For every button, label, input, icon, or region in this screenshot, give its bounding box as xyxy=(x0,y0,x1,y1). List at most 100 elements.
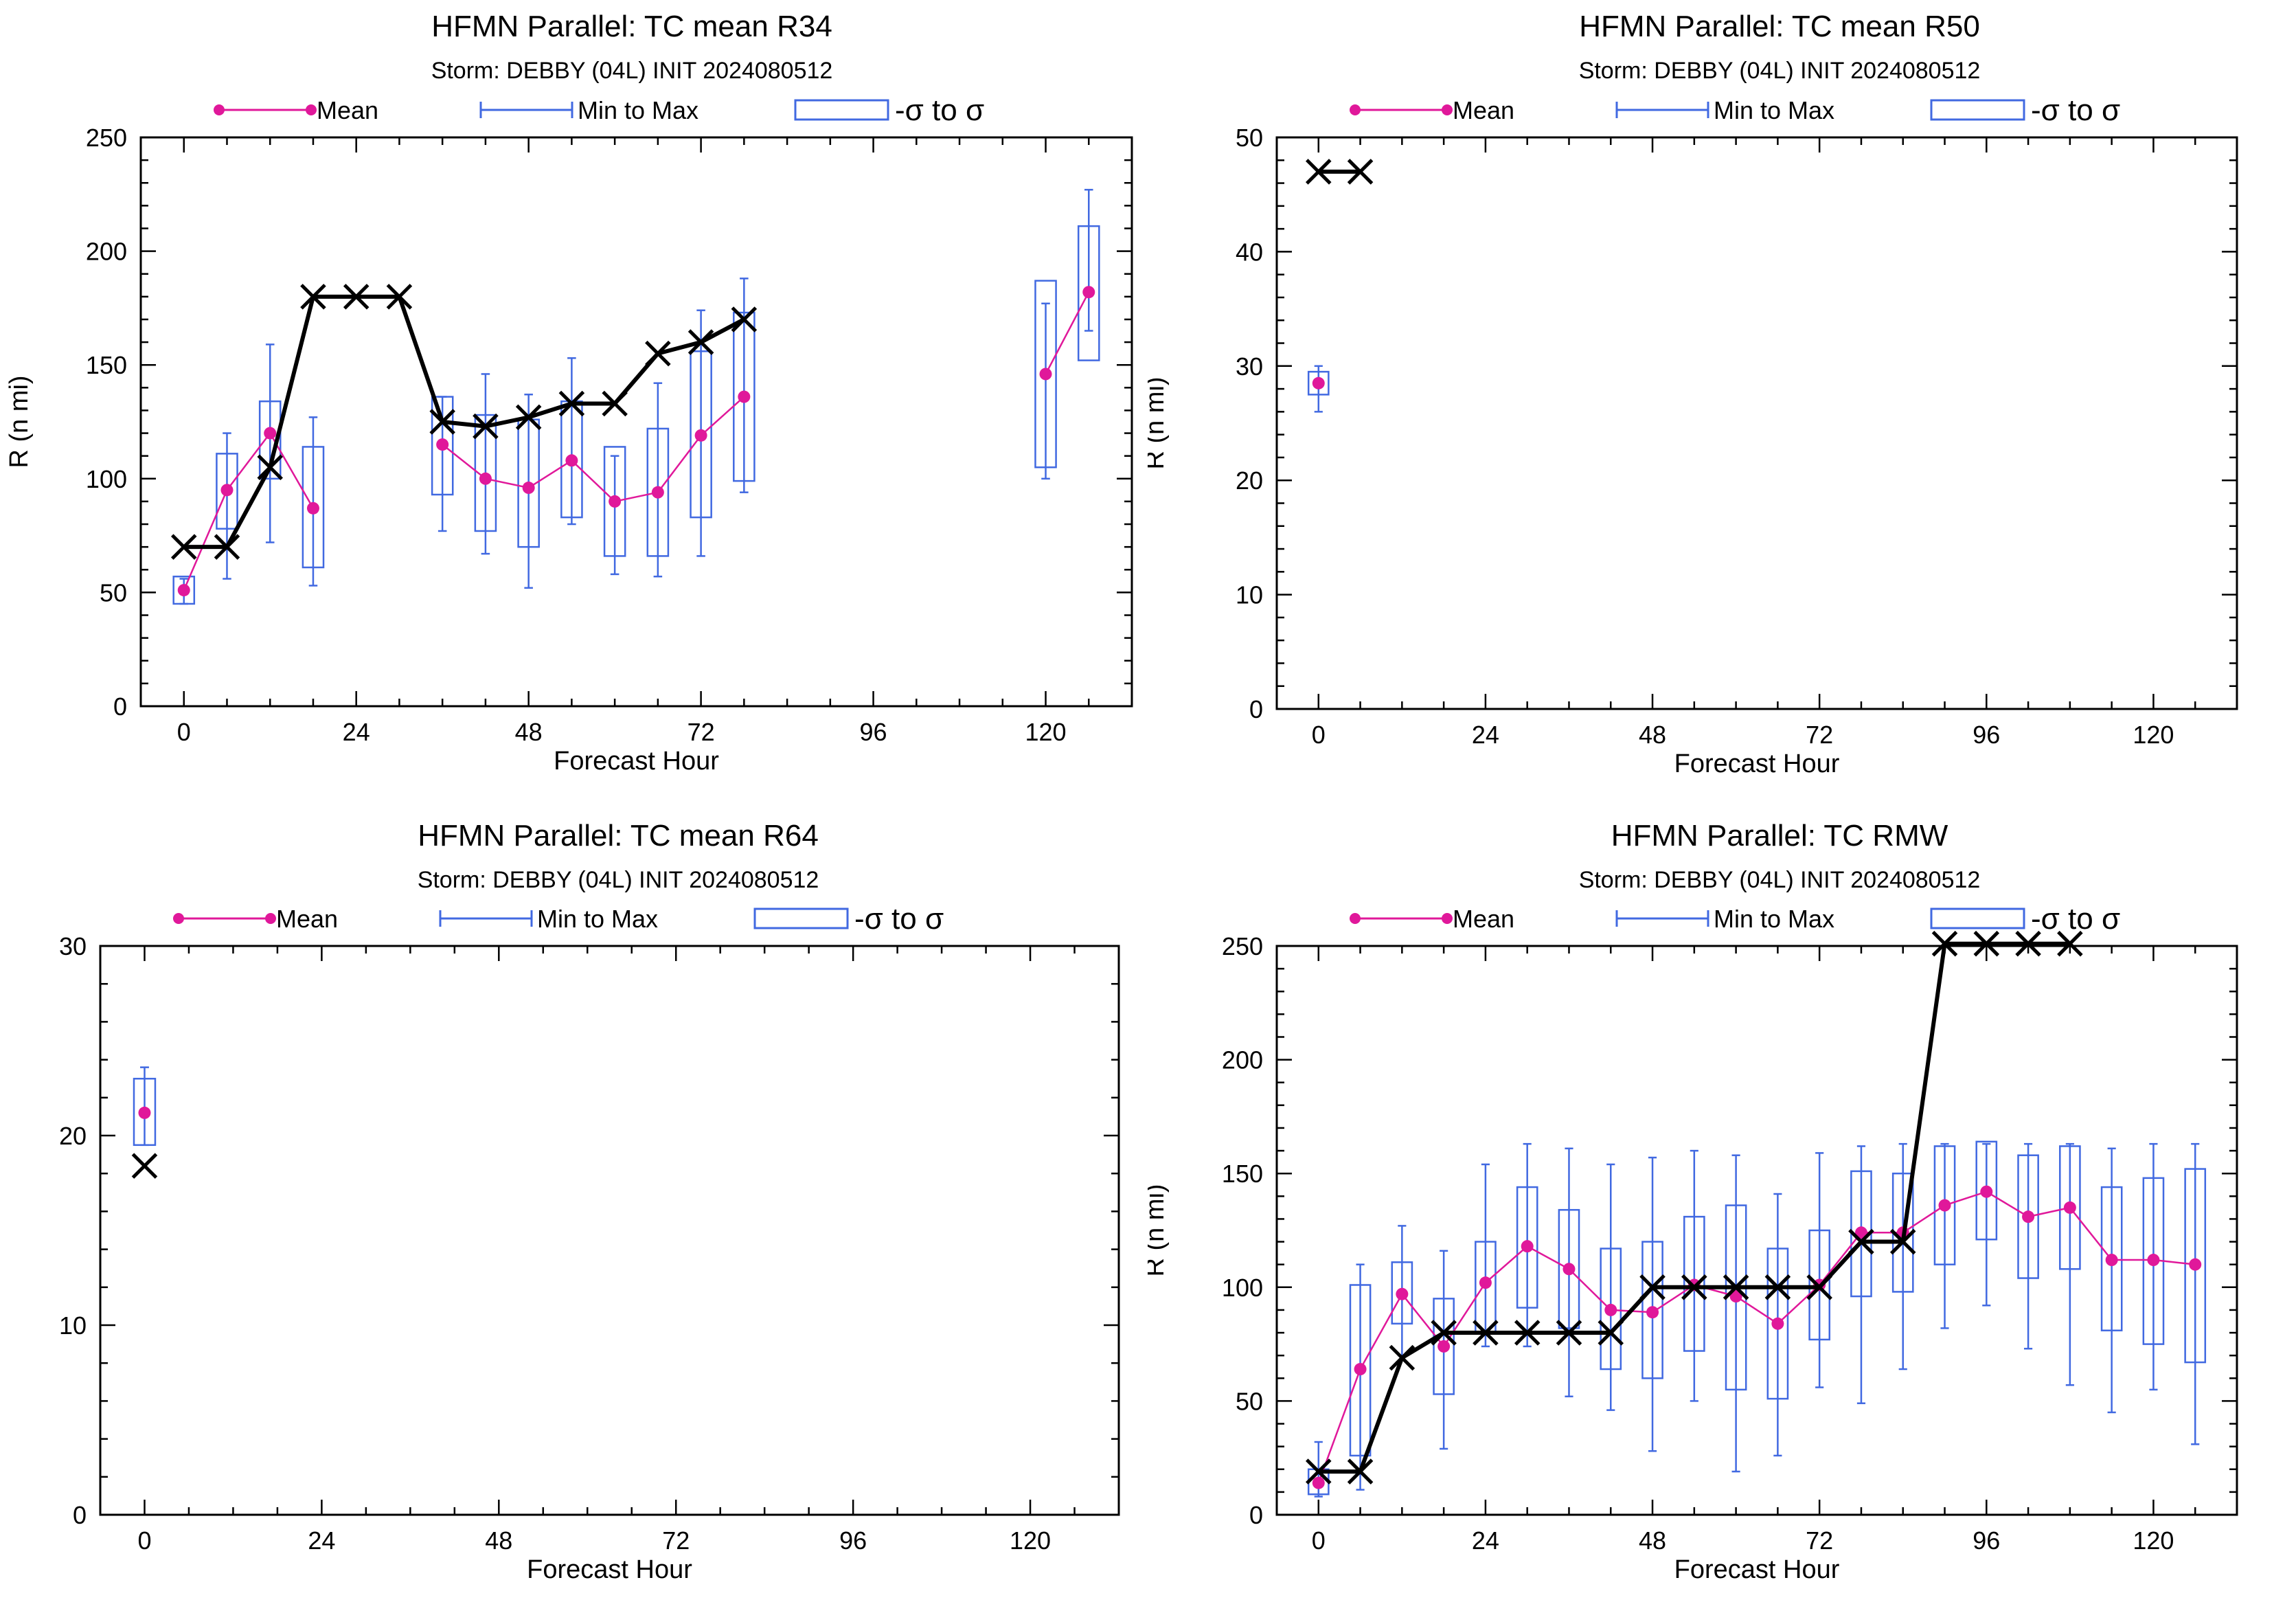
observed-marker-stroke xyxy=(1931,930,1958,957)
sigma-box xyxy=(1391,1261,1413,1325)
mean-line xyxy=(183,431,315,591)
mean-line xyxy=(1045,291,1090,375)
mean-marker xyxy=(1312,1476,1325,1489)
x-tick-label: 48 xyxy=(515,718,543,746)
sigma-box xyxy=(1558,1208,1580,1329)
legend-sigma-box xyxy=(1930,907,2025,929)
observed-marker xyxy=(1639,1274,1666,1300)
observed-marker-stroke xyxy=(1389,1344,1416,1371)
mean-marker xyxy=(177,584,190,597)
y-tick-label: 10 xyxy=(1236,581,1263,609)
x-tick-label: 24 xyxy=(1472,721,1499,749)
observed-marker xyxy=(300,284,326,310)
y-tick-label: 10 xyxy=(59,1311,87,1340)
x-tick-label: 48 xyxy=(1639,721,1666,749)
y-tick-label: 150 xyxy=(86,351,127,379)
observed-marker xyxy=(731,306,758,332)
y-tick-label: 40 xyxy=(1236,238,1263,266)
y-tick-label: 150 xyxy=(1222,1160,1263,1188)
sigma-box xyxy=(1034,280,1057,469)
x-tick-label: 0 xyxy=(1312,721,1326,749)
sigma-box xyxy=(733,311,755,482)
observed-marker-stroke xyxy=(1306,159,1332,185)
mean-marker xyxy=(264,427,277,440)
y-tick-label: 50 xyxy=(100,578,127,607)
x-tick-label: 48 xyxy=(1639,1526,1666,1555)
sigma-box xyxy=(2184,1168,2207,1364)
y-tick-label: 0 xyxy=(1249,1501,1263,1529)
observed-marker-stroke xyxy=(1681,1274,1707,1300)
chart-svg-r64: Mean Min to Max -σ to σ 0 24 48 72 96 120 0 10 20 30… xyxy=(59,902,1120,1584)
sigma-box xyxy=(1307,370,1330,396)
mean-marker xyxy=(1854,1226,1867,1239)
x-tick-label: 72 xyxy=(687,718,715,746)
legend-mean-marker xyxy=(306,104,317,115)
observed-marker-stroke xyxy=(386,284,413,310)
mean-marker xyxy=(565,454,578,467)
observed-marker-stroke xyxy=(1764,1274,1791,1300)
x-tick-label: 96 xyxy=(1973,721,2000,749)
observed-marker xyxy=(1389,1344,1416,1371)
sigma-box xyxy=(646,427,670,557)
x-tick-label: 72 xyxy=(1806,721,1833,749)
legend-sigma-box xyxy=(753,907,849,929)
mean-marker xyxy=(2105,1254,2118,1267)
mean-marker xyxy=(1604,1303,1617,1316)
observed-marker xyxy=(1723,1274,1749,1300)
legend-mean-marker xyxy=(1442,913,1453,924)
sigma-box xyxy=(431,396,454,496)
y-tick-label: 30 xyxy=(1236,352,1263,381)
x-tick-label: 48 xyxy=(485,1526,512,1555)
observed-marker-stroke xyxy=(1598,1320,1624,1346)
observed-marker xyxy=(1473,1320,1499,1346)
chart-subtitle: Storm: DEBBY (04L) INIT 2024080512 xyxy=(1578,58,1981,84)
legend-mean-marker xyxy=(1442,104,1453,115)
y-tick-label: 50 xyxy=(1236,1387,1263,1415)
legend-sigma-label: -σ to σ xyxy=(2031,93,2120,127)
panel-r64: HFMN Parallel: TC mean R64 Storm: DEBBY … xyxy=(0,806,1148,1613)
y-tick-label: 20 xyxy=(59,1122,87,1150)
sigma-box xyxy=(1975,1140,1998,1241)
observed-marker xyxy=(602,390,628,417)
legend-mean-marker xyxy=(173,913,184,924)
observed-marker-stroke xyxy=(257,454,283,481)
sigma-box xyxy=(1077,225,1100,361)
observed-marker xyxy=(687,329,714,355)
observed-marker-stroke xyxy=(429,409,455,435)
observed-marker-stroke xyxy=(558,390,585,417)
legend: Mean Min to Max -σ to σ xyxy=(173,902,944,936)
sigma-box xyxy=(603,446,626,557)
y-tick-label: 200 xyxy=(1222,1046,1263,1074)
x-tick-label: 72 xyxy=(1806,1526,1833,1555)
y-tick-label: 50 xyxy=(1236,124,1263,152)
panel-rmw: HFMN Parallel: TC RMW Storm: DEBBY (04L)… xyxy=(1148,806,2296,1613)
sigma-box xyxy=(1683,1215,1705,1352)
sigma-box xyxy=(1808,1229,1831,1341)
legend-sigma-label: -σ to σ xyxy=(854,902,944,936)
mean-line xyxy=(1317,1191,2196,1484)
legend-mean-label: Mean xyxy=(276,905,338,933)
x-axis-label: Forecast Hour xyxy=(1674,1555,1840,1584)
x-axis-label: Forecast Hour xyxy=(1674,749,1840,778)
sigma-box xyxy=(258,400,282,480)
observed-marker-stroke xyxy=(1723,1274,1749,1300)
observed-marker-stroke xyxy=(1806,1274,1832,1300)
observed-marker xyxy=(558,390,585,417)
observed-marker xyxy=(257,454,283,481)
legend: Mean Min to Max -σ to σ xyxy=(214,93,984,127)
mean-marker xyxy=(1396,1287,1409,1300)
mean-marker xyxy=(1646,1306,1659,1319)
sigma-box xyxy=(133,1077,157,1147)
plot-frame xyxy=(1275,945,2238,1516)
observed-marker xyxy=(214,534,240,560)
plot-frame xyxy=(1275,136,2238,710)
observed-marker-stroke xyxy=(170,534,197,560)
sigma-box xyxy=(1933,1145,1956,1265)
legend: Mean Min to Max -σ to σ xyxy=(1350,902,2120,936)
legend-sigma-label: -σ to σ xyxy=(2031,902,2120,936)
observed-marker xyxy=(1889,1228,1916,1255)
sigma-box xyxy=(1600,1248,1622,1371)
observed-marker-stroke xyxy=(2015,930,2041,957)
mean-marker xyxy=(1521,1240,1534,1253)
observed-marker-stroke xyxy=(300,284,326,310)
